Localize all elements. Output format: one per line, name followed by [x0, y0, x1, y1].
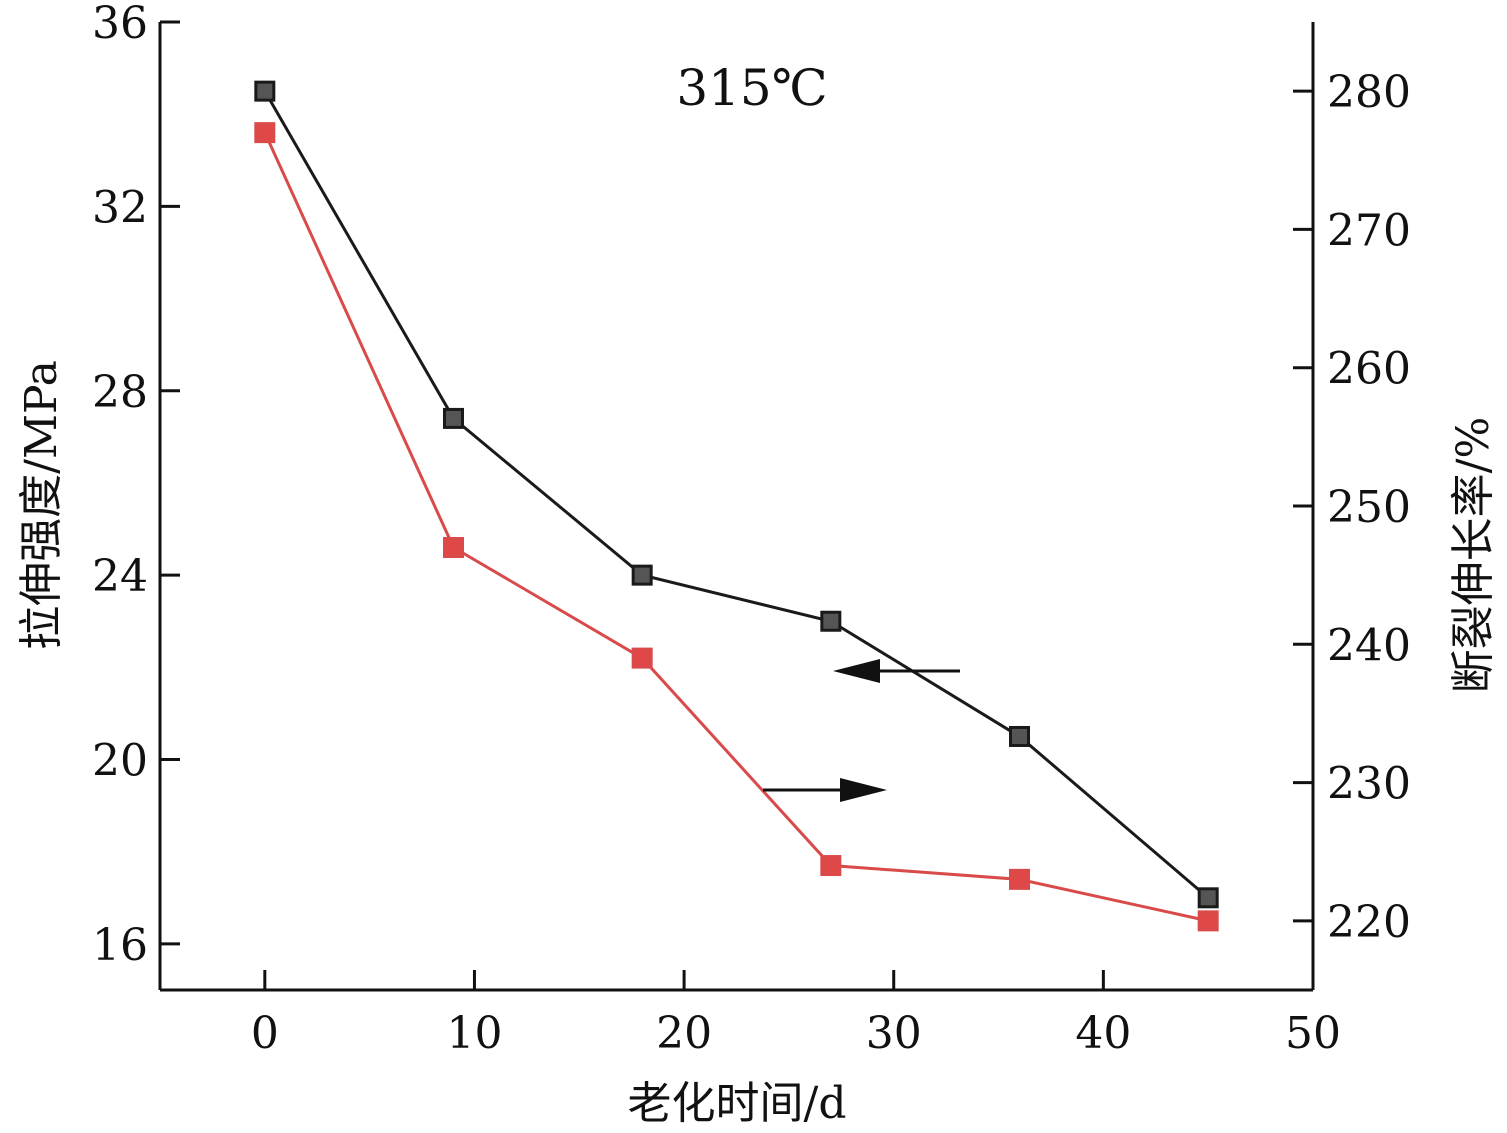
series-left-point	[1009, 725, 1031, 747]
y-right-tick-label: 230	[1327, 759, 1411, 810]
series-right-point	[254, 122, 276, 144]
series-right-point	[631, 647, 653, 669]
y-left-tick-label: 20	[92, 736, 148, 787]
series-left-point	[442, 407, 464, 429]
series-left-point	[820, 610, 842, 632]
y-left-tick-label: 16	[92, 920, 148, 971]
series-layer	[254, 80, 1219, 932]
y-right-tick-label: 280	[1327, 67, 1411, 118]
x-tick-label: 20	[656, 1008, 712, 1059]
right-axis-arrow-head	[840, 778, 887, 802]
x-tick-label: 30	[866, 1008, 922, 1059]
y-right-tick-label: 270	[1327, 205, 1411, 256]
x-axis-title: 老化时间/d	[628, 1078, 847, 1129]
x-tick-label: 40	[1075, 1008, 1131, 1059]
axis-arrows	[763, 659, 960, 802]
y-left-tick-label: 28	[92, 367, 148, 418]
y-left-tick-label: 24	[92, 551, 148, 602]
y-left-tick-label: 36	[92, 0, 148, 49]
y-right-tick-label: 220	[1327, 897, 1411, 948]
y-right-tick-label: 250	[1327, 482, 1411, 533]
temperature-annotation: 315℃	[676, 59, 827, 117]
x-tick-label: 10	[446, 1008, 502, 1059]
y-left-axis-title: 拉伸强度/MPa	[16, 360, 67, 650]
x-tick-label: 0	[251, 1008, 279, 1059]
y-right-tick-label: 240	[1327, 620, 1411, 671]
series-left-point	[254, 80, 276, 102]
series-right-point	[1009, 868, 1031, 890]
y-right-tick-label: 260	[1327, 344, 1411, 395]
series-right-point	[1197, 910, 1219, 932]
series-right-point	[442, 536, 464, 558]
series-right-line	[263, 132, 1209, 923]
axis-ticks: 0 10 20 30 40 50 16 20 24 28 32 36 220 230 240 250 260 27…	[92, 0, 1411, 1059]
y-right-axis-title: 断裂伸长率/%	[1448, 417, 1499, 694]
series-left-point	[1197, 887, 1219, 909]
series-right-point	[820, 855, 842, 877]
x-tick-label: 50	[1285, 1008, 1341, 1059]
series-left-point	[631, 564, 653, 586]
series-left-line	[263, 90, 1210, 899]
y-left-tick-label: 32	[92, 182, 148, 233]
left-axis-arrow-head	[833, 659, 880, 683]
plot-frame	[158, 22, 1315, 992]
